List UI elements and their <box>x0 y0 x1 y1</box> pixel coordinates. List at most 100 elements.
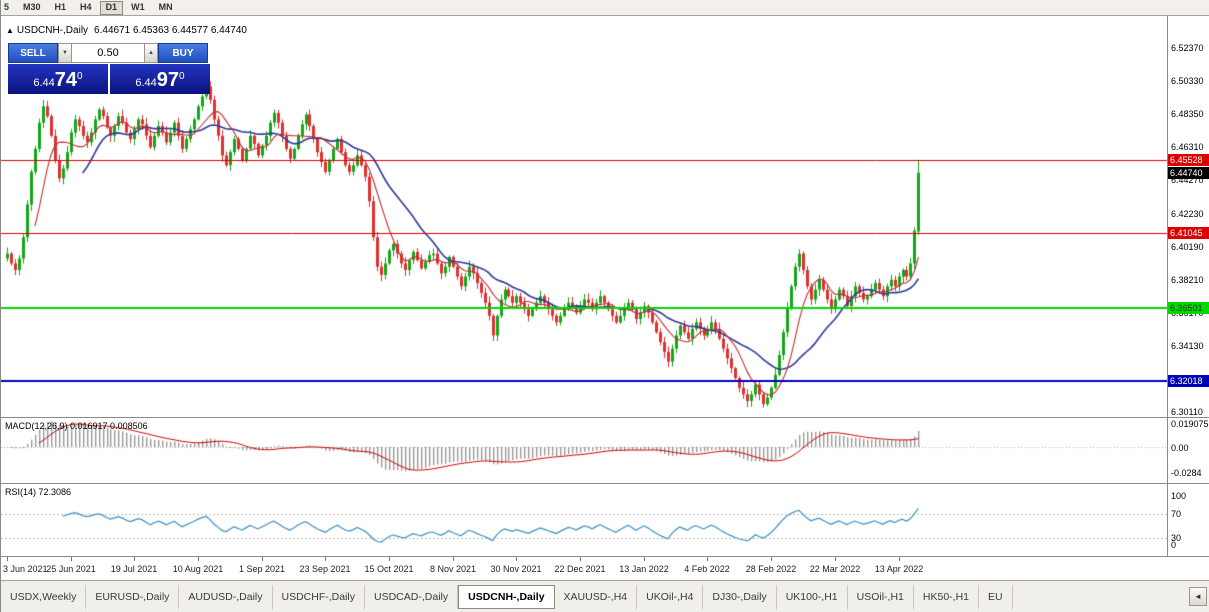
trade-prices-row: 6.44740 6.44970 <box>8 64 210 94</box>
price-tag-6.32018: 6.32018 <box>1168 375 1209 387</box>
rsi-axis-label: 100 <box>1171 491 1187 501</box>
date-tick <box>453 557 454 561</box>
lot-increase-button[interactable]: ▲ <box>144 43 158 63</box>
price-tag-6.36501: 6.36501 <box>1168 301 1209 314</box>
rsi-axis-label: 70 <box>1171 509 1182 519</box>
date-label: 22 Dec 2021 <box>554 564 606 574</box>
chart-tabs-list: USDX,Weekly EURUSD-,Daily AUDUSD-,Daily USD… <box>1 585 1013 609</box>
lot-decrease-button[interactable]: ▼ <box>58 43 72 63</box>
macd-indicator-canvas[interactable] <box>1 418 1167 483</box>
chart-tab-xauusd-h4[interactable]: XAUUSD-,H4 <box>555 585 638 609</box>
buy-price-display[interactable]: 6.44970 <box>110 64 210 94</box>
date-tick <box>325 557 326 561</box>
macd-axis-label: -0.0284 <box>1171 468 1202 478</box>
date-tick <box>262 557 263 561</box>
date-tick <box>580 557 581 561</box>
chart-tab-usdcnh-daily[interactable]: USDCNH-,Daily <box>458 585 555 609</box>
date-label: 22 Mar 2022 <box>809 564 861 574</box>
date-tick <box>771 557 772 561</box>
date-label: 4 Feb 2022 <box>684 564 730 574</box>
date-label: 23 Sep 2021 <box>299 564 351 574</box>
price-tag-6.41045: 6.41045 <box>1168 227 1209 240</box>
panel-splitter-rsi[interactable] <box>1 483 1209 484</box>
chart-tab-hk50-h1[interactable]: HK50-,H1 <box>914 585 980 609</box>
price-axis-label: 6.52370 <box>1171 42 1204 53</box>
date-tick <box>644 557 645 561</box>
date-tick <box>899 557 900 561</box>
date-label: 13 Jan 2022 <box>619 564 669 574</box>
timeframe-button-m30[interactable]: M30 <box>17 1 47 15</box>
timeframe-button-h4[interactable]: H4 <box>74 1 98 15</box>
macd-axis-label: 0.00 <box>1171 443 1189 453</box>
date-tick <box>7 557 8 561</box>
chart-tab-ukoil-h4[interactable]: UKOil-,H4 <box>637 585 704 609</box>
rsi-indicator-label: RSI(14) 72.3086 <box>5 487 72 497</box>
price-tag-6.45528: 6.45528 <box>1168 153 1209 166</box>
date-label: 15 Oct 2021 <box>364 564 414 574</box>
chart-tab-usoil-h1[interactable]: USOil-,H1 <box>848 585 914 609</box>
price-tag-6.44740: 6.44740 <box>1168 166 1209 179</box>
price-axis-label: 6.30110 <box>1171 407 1203 418</box>
sell-button[interactable]: SELL <box>8 43 58 63</box>
chart-tab-usdx-weekly[interactable]: USDX,Weekly <box>1 585 87 609</box>
date-tick <box>389 557 390 561</box>
sell-price-superscript: 0 <box>77 71 83 82</box>
rsi-axis-label: 30 <box>1171 533 1182 543</box>
date-tick <box>198 557 199 561</box>
tab-scroll-left-button[interactable]: ◄ <box>1189 587 1207 606</box>
timeframe-button-h1[interactable]: H1 <box>49 1 73 15</box>
price-axis-label: 6.44270 <box>1171 175 1204 186</box>
price-axis-label: 6.34130 <box>1171 341 1204 352</box>
lot-size-input[interactable]: 0.50 <box>72 43 144 63</box>
chart-tab-eurusd-daily[interactable]: EURUSD-,Daily <box>86 585 180 609</box>
ohlc-values: 6.44671 6.45363 6.44577 6.44740 <box>94 25 247 36</box>
date-label: 19 Jul 2021 <box>110 564 158 574</box>
chart-tab-audusd-daily[interactable]: AUDUSD-,Daily <box>179 585 273 609</box>
date-label: 30 Nov 2021 <box>490 564 542 574</box>
date-label: 3 Jun 2021 <box>3 564 48 574</box>
timeframe-toolbar: 5 M30 H1 H4 D1 W1 MN <box>1 0 1209 16</box>
chart-tab-usdchf-daily[interactable]: USDCHF-,Daily <box>273 585 366 609</box>
date-tick <box>835 557 836 561</box>
rsi-axis-label: 0 <box>1171 540 1177 550</box>
price-axis-label: 6.38210 <box>1171 274 1204 285</box>
chart-tab-dj30-daily[interactable]: DJ30-,Daily <box>703 585 777 609</box>
price-axis-label: 6.42230 <box>1171 208 1204 219</box>
date-tick <box>707 557 708 561</box>
sell-price-display[interactable]: 6.44740 <box>8 64 108 94</box>
price-axis-label: 6.48350 <box>1171 108 1204 119</box>
panel-splitter-macd[interactable] <box>1 417 1209 418</box>
chart-region: ▲ USDCNH-,Daily 6.44671 6.45363 6.44577 6.… <box>1 16 1209 580</box>
sell-price-prefix: 6.44 <box>33 77 55 89</box>
date-tick <box>516 557 517 561</box>
buy-price-big-digits: 97 <box>156 69 180 91</box>
chart-tab-eu[interactable]: EU <box>979 585 1013 609</box>
buy-price-prefix: 6.44 <box>135 77 157 89</box>
date-tick <box>134 557 135 561</box>
panel-splitter-bottom <box>1 556 1209 557</box>
buy-button[interactable]: BUY <box>158 43 208 63</box>
sell-price-big-digits: 74 <box>54 69 78 91</box>
price-axis-label: 6.50330 <box>1171 76 1204 87</box>
price-axis[interactable]: 6.52370 6.50330 6.48350 6.46310 6.44270 6.422… <box>1167 16 1209 557</box>
date-label: 28 Feb 2022 <box>745 564 797 574</box>
timeframe-button-d1[interactable]: D1 <box>99 0 124 15</box>
one-click-trading-panel: SELL ▼ 0.50 ▲ BUY 6.44740 6.44970 <box>8 43 210 94</box>
rsi-indicator-canvas[interactable] <box>1 484 1167 556</box>
timeframe-button-mn[interactable]: MN <box>153 1 179 15</box>
price-axis-label: 6.40190 <box>1171 242 1204 253</box>
timeframe-button-5[interactable]: 5 <box>1 1 15 15</box>
date-tick <box>71 557 72 561</box>
chart-title: ▲ USDCNH-,Daily 6.44671 6.45363 6.44577 6.… <box>6 25 247 36</box>
date-label: 13 Apr 2022 <box>874 564 924 574</box>
macd-axis-label: 0.019075 <box>1171 419 1209 429</box>
date-axis[interactable]: 3 Jun 2021 25 Jun 2021 19 Jul 2021 10 Aug 2… <box>1 557 1209 580</box>
chart-tab-usdcad-daily[interactable]: USDCAD-,Daily <box>365 585 459 609</box>
date-label: 8 Nov 2021 <box>429 564 477 574</box>
chart-tab-uk100-h1[interactable]: UK100-,H1 <box>777 585 848 609</box>
price-axis-label: 6.46310 <box>1171 142 1204 153</box>
buy-price-superscript: 0 <box>179 71 185 82</box>
timeframe-button-w1[interactable]: W1 <box>125 1 151 15</box>
date-label: 25 Jun 2021 <box>46 564 96 574</box>
